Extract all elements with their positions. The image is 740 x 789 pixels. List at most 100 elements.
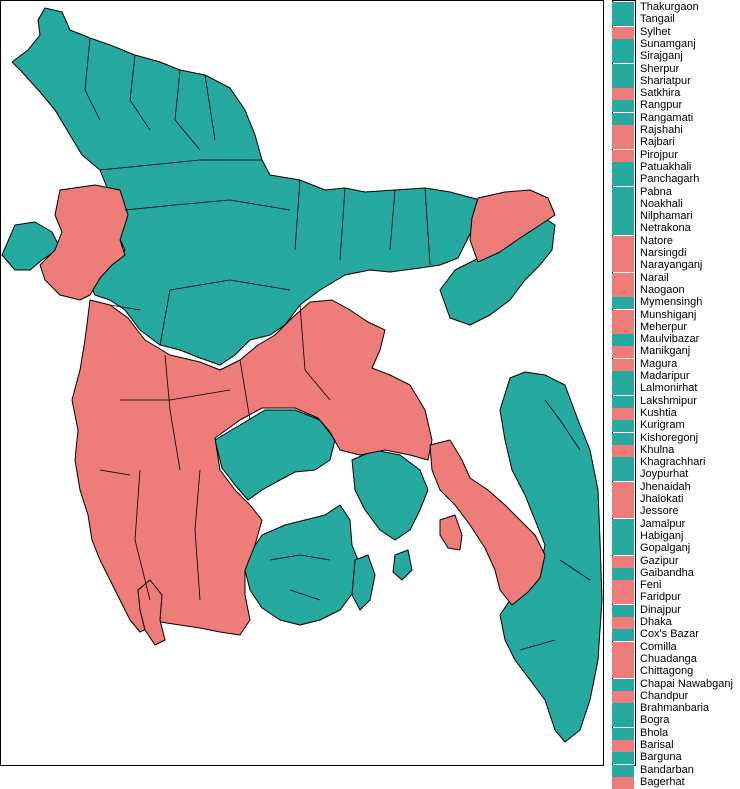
district-region-hill-tracts bbox=[499, 371, 603, 743]
legend-swatch bbox=[612, 481, 634, 494]
legend-swatch bbox=[612, 518, 634, 531]
district-region-east bbox=[351, 449, 429, 541]
legend-label: Maulvibazar bbox=[640, 333, 700, 346]
legend-swatch bbox=[612, 678, 634, 691]
legend-swatch bbox=[612, 161, 634, 174]
legend-swatch bbox=[612, 14, 634, 27]
legend-swatch bbox=[612, 752, 634, 765]
legend-swatch bbox=[612, 198, 634, 211]
legend-swatch bbox=[612, 530, 634, 543]
legend-label: Narail bbox=[640, 271, 669, 284]
legend-swatch bbox=[612, 703, 634, 716]
legend-swatch bbox=[612, 248, 634, 260]
legend-swatch bbox=[612, 371, 634, 383]
legend-label: Madaripur bbox=[640, 370, 690, 382]
legend-swatch bbox=[612, 174, 634, 187]
legend-label: Dinajpur bbox=[640, 603, 681, 616]
legend-swatch bbox=[612, 383, 634, 396]
legend-label: Barisal bbox=[640, 739, 674, 751]
legend-label: Gaibandha bbox=[640, 566, 694, 579]
legend-label: Dhaka bbox=[640, 616, 672, 628]
legend-swatch bbox=[612, 211, 634, 224]
legend-label: Comilla bbox=[640, 640, 677, 653]
legend-swatch bbox=[612, 112, 634, 125]
legend-swatch bbox=[612, 88, 634, 101]
legend-label: Jessore bbox=[640, 505, 679, 518]
legend-label: Noakhali bbox=[640, 197, 683, 210]
legend-label: Natore bbox=[640, 234, 674, 247]
legend-swatch bbox=[612, 260, 634, 273]
legend-label: Satkhira bbox=[640, 87, 681, 100]
legend-swatch bbox=[612, 63, 634, 76]
district-region-sundarbans bbox=[137, 579, 166, 646]
legend-swatch bbox=[612, 690, 634, 703]
legend-swatch bbox=[612, 284, 634, 297]
legend-swatch bbox=[612, 321, 634, 334]
legend-label: Rajshahi bbox=[640, 124, 683, 136]
district-region-southeast-band bbox=[429, 439, 546, 606]
legend-label: Gazipur bbox=[640, 554, 679, 567]
legend-swatch bbox=[612, 235, 634, 248]
legend-swatch bbox=[612, 149, 634, 162]
legend-label: Khulna bbox=[640, 443, 675, 456]
legend-label: Barguna bbox=[640, 751, 682, 764]
legend-swatch bbox=[612, 186, 634, 199]
legend-label: Munshiganj bbox=[640, 308, 697, 321]
legend-label: Jhalokati bbox=[640, 493, 684, 505]
legend-swatch bbox=[612, 555, 634, 568]
legend-swatch bbox=[612, 297, 634, 310]
legend-swatch bbox=[612, 567, 634, 580]
legend-label: Meherpur bbox=[640, 320, 688, 333]
legend-swatch bbox=[612, 26, 634, 39]
district-region-central bbox=[214, 409, 336, 501]
legend-swatch bbox=[612, 715, 634, 728]
legend-label: Feni bbox=[640, 579, 662, 592]
legend-swatch bbox=[612, 137, 634, 150]
legend-label: Mymensingh bbox=[640, 296, 703, 309]
legend-swatch bbox=[612, 358, 634, 371]
legend-swatch bbox=[612, 432, 634, 445]
legend-swatch bbox=[612, 764, 634, 777]
district-region-island-c bbox=[439, 514, 463, 551]
district-region-northwest bbox=[39, 184, 129, 301]
legend-label: Brahmanbaria bbox=[640, 702, 710, 715]
legend-label: Patuakhali bbox=[640, 160, 692, 173]
legend-swatch bbox=[612, 334, 634, 347]
legend-swatch bbox=[612, 740, 634, 752]
legend-swatch bbox=[612, 629, 634, 642]
legend-swatch bbox=[612, 776, 634, 789]
legend-label: Nilphamari bbox=[640, 210, 693, 223]
legend-swatch bbox=[612, 592, 634, 605]
legend-label: Lalmonirhat bbox=[640, 382, 698, 395]
legend-swatch bbox=[612, 653, 634, 666]
legend-swatch bbox=[612, 125, 634, 137]
legend-label: Cox's Bazar bbox=[640, 628, 699, 641]
legend-swatch bbox=[612, 407, 634, 420]
legend-label: Kushtia bbox=[640, 406, 677, 419]
legend-label: Manikganj bbox=[640, 345, 691, 358]
legend-label: Panchagarh bbox=[640, 173, 700, 186]
legend-label: Chapai Nawabganj bbox=[640, 677, 733, 690]
legend-label: Jamalpur bbox=[640, 517, 686, 530]
legend-swatch bbox=[612, 38, 634, 51]
legend-label: Gopalganj bbox=[640, 542, 691, 555]
legend-swatch bbox=[612, 666, 634, 679]
legend-swatch bbox=[612, 75, 634, 88]
legend-label: Netrakona bbox=[640, 222, 691, 235]
legend-label: Chuadanga bbox=[640, 652, 697, 665]
legend-swatch bbox=[612, 457, 634, 470]
legend-swatch bbox=[612, 420, 634, 433]
legend-label: Jhenaidah bbox=[640, 480, 691, 493]
district-boundary-lines bbox=[84, 37, 591, 651]
legend-swatch bbox=[612, 346, 634, 359]
legend-swatch bbox=[612, 580, 634, 593]
bangladesh-district-map bbox=[1, 7, 603, 743]
legend-label: Lakshmipur bbox=[640, 394, 697, 407]
legend-label: Rajbari bbox=[640, 136, 675, 149]
legend-swatch bbox=[612, 494, 634, 506]
district-region-island-a bbox=[351, 554, 376, 611]
legend-label: Sunamganj bbox=[640, 37, 696, 50]
legend-label: Naogaon bbox=[640, 283, 685, 296]
legend-label: Pabna bbox=[640, 185, 672, 198]
legend-label: Bhola bbox=[640, 726, 669, 739]
